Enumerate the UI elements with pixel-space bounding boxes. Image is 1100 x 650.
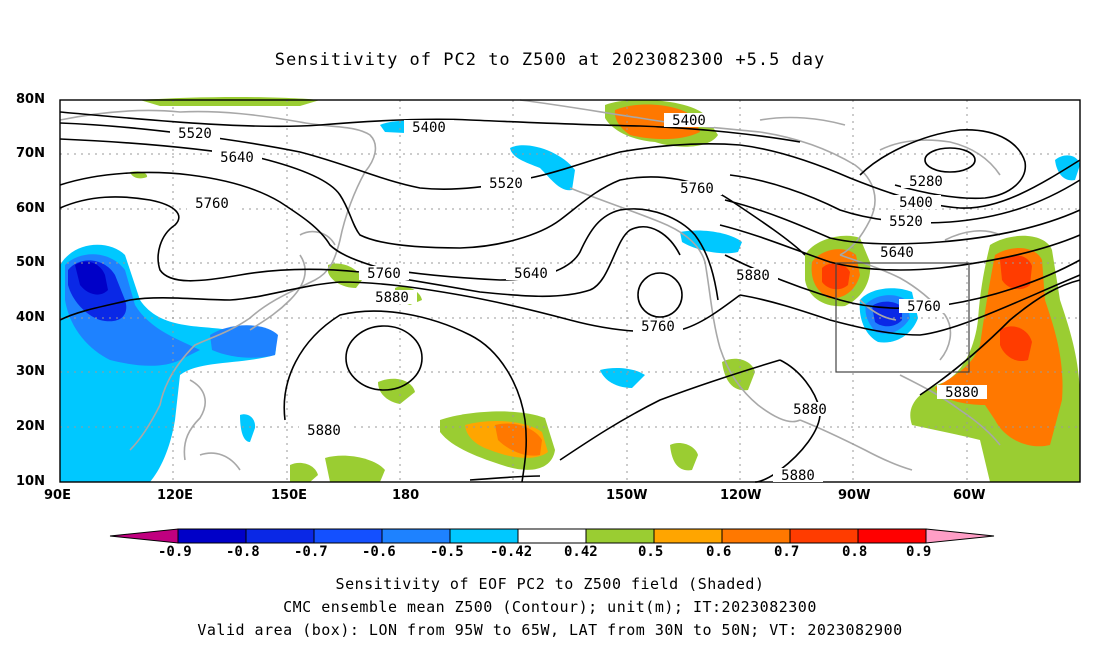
- colorbar-label: -0.9: [158, 544, 192, 560]
- lat-label: 10N: [16, 474, 45, 489]
- contour-label: 5760: [195, 196, 229, 212]
- contour-label: 5640: [514, 266, 548, 282]
- colorbar-label: 0.8: [842, 544, 868, 560]
- contour-label: 5880: [375, 290, 409, 306]
- colorbar-swatch: [789, 528, 859, 544]
- colorbar-swatch: [585, 528, 655, 544]
- lon-label: 90E: [44, 488, 71, 503]
- contour-label: 5760: [680, 181, 714, 197]
- lat-label: 30N: [16, 364, 45, 379]
- contour-label: 5280: [909, 174, 943, 190]
- colorbar: [109, 528, 995, 544]
- lat-label: 50N: [16, 255, 45, 270]
- caption-valid-area: Valid area (box): LON from 95W to 65W, L…: [197, 621, 903, 639]
- contour-label: 5760: [641, 319, 675, 335]
- colorbar-swatch: [517, 528, 587, 544]
- map-title: Sensitivity of PC2 to Z500 at 2023082300…: [274, 50, 826, 70]
- map-frame: [59, 99, 1081, 483]
- contour-label: 5520: [489, 176, 523, 192]
- contour-labels: 5520 5640 5760 5400 5520 5400 5760 5640 …: [170, 113, 987, 484]
- lat-label: 70N: [16, 146, 45, 161]
- colorbar-label: -0.42: [490, 544, 533, 560]
- contour-label: 5640: [880, 245, 914, 261]
- lat-label: 80N: [16, 92, 45, 107]
- colorbar-swatch: [177, 528, 247, 544]
- colorbar-swatch: [449, 528, 519, 544]
- colorbar-label: 0.42: [564, 544, 598, 560]
- colorbar-arrow-low: [109, 528, 179, 544]
- lon-label: 60W: [953, 488, 986, 503]
- contour-label: 5880: [781, 468, 815, 484]
- contour-label: 5880: [945, 385, 979, 401]
- colorbar-swatch: [653, 528, 723, 544]
- contour-label: 5880: [736, 268, 770, 284]
- contour-label: 5640: [220, 150, 254, 166]
- lon-label: 180: [392, 488, 420, 503]
- caption-contour: CMC ensemble mean Z500 (Contour); unit(m…: [283, 598, 817, 616]
- colorbar-label: 0.5: [638, 544, 664, 560]
- contour-label: 5520: [178, 126, 212, 142]
- colorbar-label: 0.7: [774, 544, 800, 560]
- contour-label: 5880: [307, 423, 341, 439]
- contour-label: 5400: [412, 120, 446, 136]
- colorbar-label: -0.5: [430, 544, 464, 560]
- lat-label: 20N: [16, 419, 45, 434]
- colorbar-label: 0.9: [906, 544, 932, 560]
- colorbar-label: 0.6: [706, 544, 732, 560]
- colorbar-swatch: [313, 528, 383, 544]
- lat-label: 40N: [16, 310, 45, 325]
- contour-label: 5520: [889, 214, 923, 230]
- contour-label: 5760: [367, 266, 401, 282]
- lon-label: 90W: [838, 488, 871, 503]
- contour-label: 5760: [907, 299, 941, 315]
- contour-label: 5400: [899, 195, 933, 211]
- lon-label: 120W: [720, 488, 762, 503]
- colorbar-arrow-high: [925, 528, 995, 544]
- contour-label: 5880: [793, 402, 827, 418]
- lon-label: 150E: [271, 488, 308, 503]
- coastlines: [59, 99, 1001, 471]
- contour-label: 5400: [672, 113, 706, 129]
- colorbar-swatch: [721, 528, 791, 544]
- caption-shaded: Sensitivity of EOF PC2 to Z500 field (Sh…: [335, 575, 765, 593]
- colorbar-swatch: [857, 528, 927, 544]
- valid-area-box: [835, 262, 970, 373]
- colorbar-swatch: [245, 528, 315, 544]
- lon-label: 120E: [157, 488, 194, 503]
- colorbar-swatch: [381, 528, 451, 544]
- colorbar-label: -0.6: [362, 544, 396, 560]
- lon-label: 150W: [606, 488, 648, 503]
- colorbar-label: -0.8: [226, 544, 260, 560]
- colorbar-label: -0.7: [294, 544, 328, 560]
- lat-label: 60N: [16, 201, 45, 216]
